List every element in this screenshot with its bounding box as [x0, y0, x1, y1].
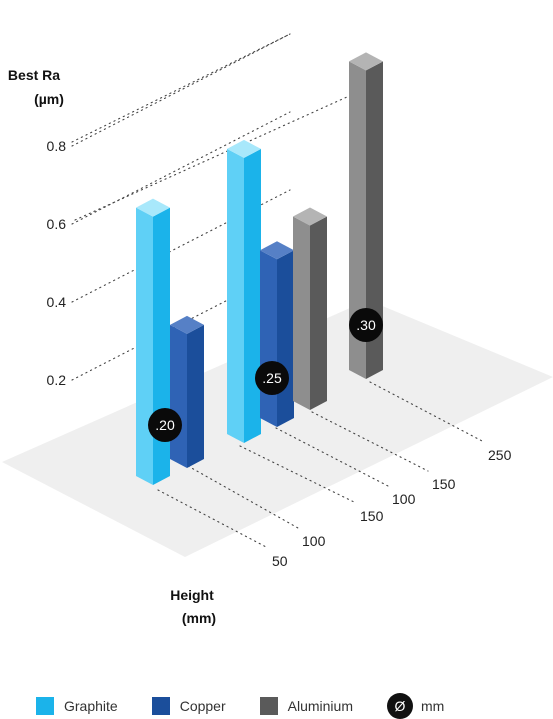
height-label: 100	[302, 533, 326, 549]
bar-front-face	[260, 250, 277, 427]
legend-swatch-graphite	[36, 697, 54, 715]
bar-front-face	[170, 325, 187, 468]
bar-front-face	[227, 149, 244, 443]
y-axis-title-line-1: Best Ra	[8, 67, 60, 83]
y-tick-label: 0.8	[47, 138, 67, 154]
y-tick-label: 0.6	[47, 216, 67, 232]
y-tick-label: 0.2	[47, 372, 67, 388]
legend-label-copper: Copper	[180, 698, 226, 714]
legend-label-graphite: Graphite	[64, 698, 118, 714]
y-tick-label: 0.4	[47, 294, 67, 310]
legend-item-aluminium: Aluminium	[260, 697, 387, 715]
y-tick-labels: 0.2 0.4 0.6 0.8	[47, 138, 67, 388]
height-label: 150	[432, 476, 456, 492]
legend: Graphite Copper Aluminium Ø mm	[36, 695, 444, 717]
legend-item-graphite: Graphite	[36, 697, 152, 715]
bar-front-face	[136, 208, 153, 485]
bar-side-face	[153, 208, 170, 485]
x-axis-title: Height (mm)	[170, 587, 216, 626]
bar-side-face	[187, 325, 204, 468]
y-axis-title-line-2: (µm)	[34, 91, 64, 107]
bar-front-face	[293, 217, 310, 410]
legend-label-aluminium: Aluminium	[288, 698, 353, 714]
legend-item-copper: Copper	[152, 697, 260, 715]
diameter-badge-label: .30	[356, 317, 376, 333]
bar-side-face	[244, 149, 261, 443]
bar-side-face	[310, 217, 327, 410]
height-label: 50	[272, 553, 288, 569]
diameter-symbol-icon: Ø	[387, 693, 413, 719]
height-label: 250	[488, 447, 512, 463]
legend-item-diameter: Ø mm	[387, 693, 444, 719]
diameter-badge-label: .20	[155, 417, 175, 433]
y-axis-title: Best Ra (µm)	[8, 67, 64, 107]
legend-swatch-copper	[152, 697, 170, 715]
x-axis-title-line-2: (mm)	[182, 610, 216, 626]
bar-side-face	[277, 250, 294, 427]
x-axis-title-line-1: Height	[170, 587, 214, 603]
height-label: 150	[360, 508, 384, 524]
diameter-badge-label: .25	[262, 370, 282, 386]
legend-label-diameter: mm	[421, 698, 444, 714]
height-label: 100	[392, 491, 416, 507]
legend-swatch-aluminium	[260, 697, 278, 715]
